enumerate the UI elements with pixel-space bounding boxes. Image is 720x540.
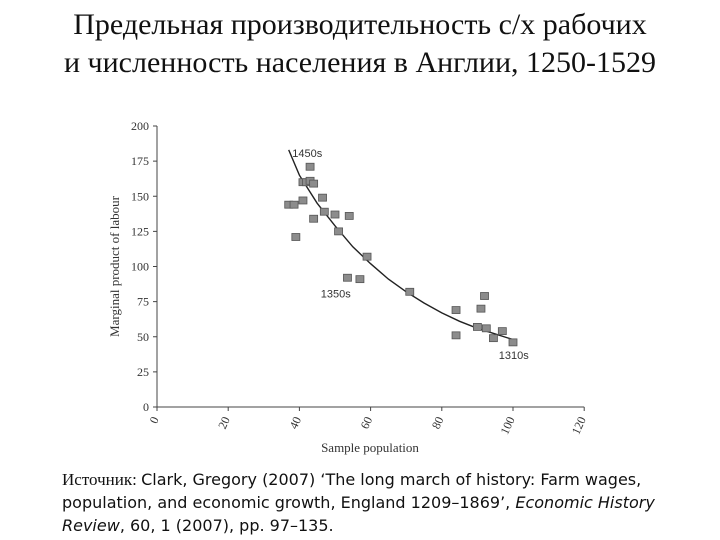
x-tick-label: 100	[497, 414, 517, 436]
y-tick-label: 0	[143, 400, 149, 414]
y-tick-label: 175	[131, 154, 149, 168]
annotation-label: 1350s	[321, 288, 351, 300]
y-tick-label: 125	[131, 224, 149, 238]
x-tick-label: 80	[429, 414, 447, 431]
source-journal: Economic History Review	[62, 493, 655, 535]
data-point	[489, 334, 498, 343]
data-point	[405, 287, 415, 296]
y-tick-label: 150	[131, 189, 149, 203]
data-point	[508, 338, 518, 347]
data-point	[289, 200, 299, 209]
source-citation: Источник: Clark, Gregory (2007) ‘The lon…	[62, 468, 702, 537]
source-details: , 60, 1 (2007), pp. 97–135.	[119, 516, 334, 535]
data-point	[309, 214, 319, 223]
title-line-1: Предельная производительность с/х рабочи…	[73, 8, 647, 41]
data-point	[309, 179, 319, 188]
annotation-label: 1450s	[292, 148, 322, 160]
data-point	[319, 207, 329, 216]
slide-title: Предельная производительность с/х рабочи…	[0, 6, 720, 82]
data-point	[298, 196, 308, 205]
data-point	[472, 323, 482, 331]
source-citation-text: Clark, Gregory (2007) ‘The long march of…	[62, 470, 642, 512]
data-point	[451, 331, 461, 340]
scatter-chart: 0 25 50 75 100 125 150 175 200 0 20 40 60 80 100 120 14…	[107, 119, 589, 455]
x-axis-title: Sample population	[321, 440, 419, 455]
title-line-2: и численность населения в Англии, 1250-1…	[63, 46, 657, 79]
data-point	[480, 292, 489, 300]
x-tick-label: 20	[215, 414, 233, 431]
data-point	[305, 162, 315, 171]
y-tick-label: 75	[137, 295, 149, 309]
y-axis-title: Marginal product of labour	[107, 195, 122, 337]
data-point	[362, 252, 372, 261]
data-point	[355, 275, 365, 284]
y-tick-label: 200	[131, 119, 149, 133]
y-tick-label: 25	[137, 365, 149, 379]
x-tick-label: 120	[569, 414, 589, 436]
data-point	[344, 212, 354, 220]
data-point	[343, 273, 352, 282]
x-tick-label: 40	[286, 414, 304, 431]
data-point	[330, 210, 340, 219]
y-tick-label: 50	[137, 330, 149, 344]
x-tick-label: 60	[358, 414, 376, 431]
y-tick-label: 100	[131, 260, 149, 274]
data-point	[334, 227, 343, 236]
data-point	[291, 233, 301, 241]
data-point	[497, 327, 507, 336]
data-point	[318, 193, 327, 202]
chart-axes: 0 25 50 75 100 125 150 175 200 0 20 40 60 80 100 120	[131, 119, 589, 437]
annotations: 1450s 1350s 1310s	[292, 148, 529, 362]
data-points	[284, 162, 518, 347]
data-point	[481, 324, 491, 333]
source-prefix: Источник:	[62, 470, 142, 489]
data-point	[451, 306, 461, 314]
axis-labels: Sample population Marginal product of lab…	[107, 195, 419, 455]
annotation-label: 1310s	[499, 350, 529, 362]
data-point	[476, 304, 486, 313]
x-tick-label: 0	[146, 414, 161, 425]
